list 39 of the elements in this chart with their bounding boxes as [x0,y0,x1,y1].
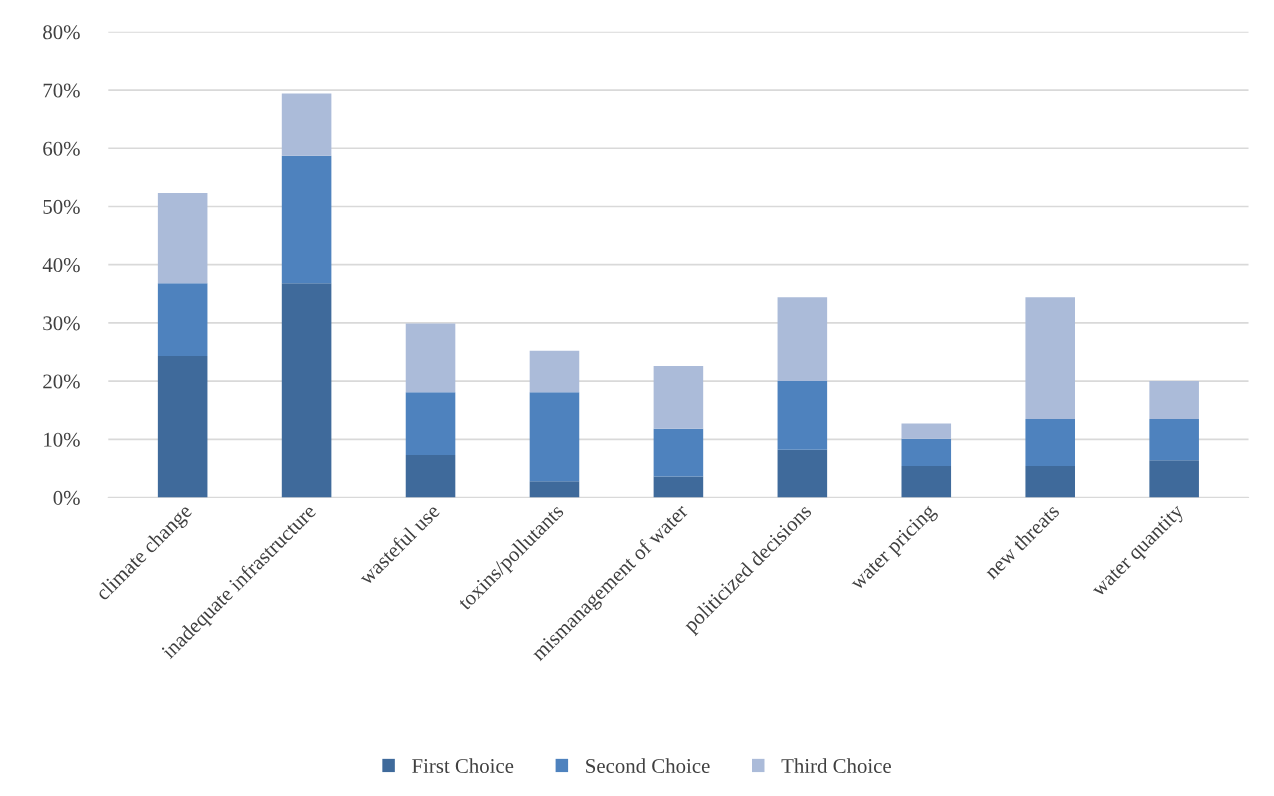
y-tick-label: 20% [43,374,80,389]
bar [777,297,828,382]
bar [529,392,580,482]
bar [901,423,952,439]
bar [529,350,580,393]
bar [777,381,828,450]
y-tick-label: 30% [43,316,80,331]
bar [157,193,208,284]
bar [281,93,332,156]
bar [1025,418,1076,467]
bar [653,476,704,498]
y-tick-label: 10% [44,432,80,447]
bar [1149,460,1199,498]
bar [1149,381,1199,419]
legend-label: Second Choice [586,758,710,774]
bar [1149,418,1199,461]
legend-label: Third Choice [781,758,891,774]
legend-label: First Choice [412,758,514,774]
bar [281,155,332,284]
bar [405,392,456,456]
bar [405,323,456,393]
bar [157,356,208,498]
bar [653,365,704,429]
bar [777,449,828,498]
y-tick-label: 50% [43,199,80,214]
y-tick-label: 70% [43,83,80,98]
bar [157,283,208,357]
bar [529,481,580,498]
y-tick-label: 60% [43,141,80,156]
y-tick-label: 80% [43,25,80,40]
bar [1025,297,1076,419]
bar [1025,466,1076,498]
y-tick-label: 0% [53,490,80,505]
bar [281,283,332,498]
y-tick-label: 40% [42,258,80,273]
bar [901,438,952,467]
bar [405,455,456,498]
bar [653,428,704,477]
bar [901,466,952,498]
